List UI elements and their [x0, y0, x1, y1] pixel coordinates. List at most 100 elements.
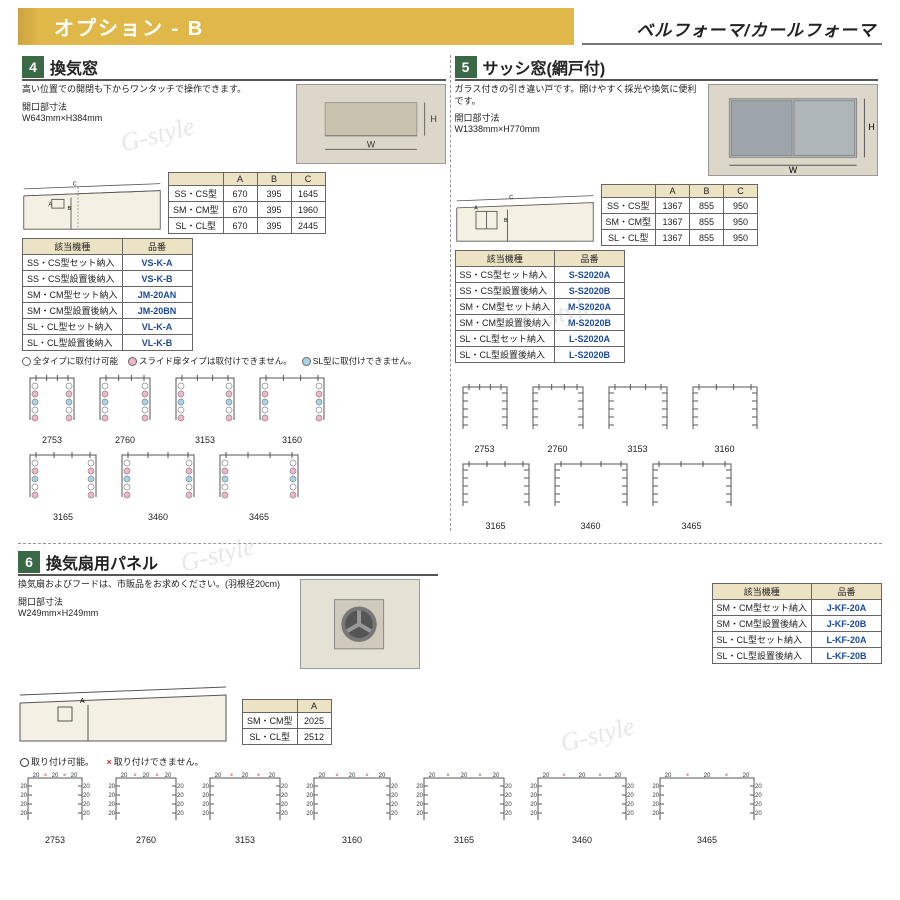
- svg-text:W: W: [366, 139, 375, 149]
- svg-text:20: 20: [530, 793, 537, 799]
- svg-text:20: 20: [704, 773, 711, 779]
- svg-text:20: 20: [652, 784, 659, 790]
- section-5-number: 5: [455, 56, 477, 78]
- plan-diagram: 2753: [455, 381, 515, 454]
- svg-text:20: 20: [627, 784, 634, 790]
- svg-text:20: 20: [281, 793, 288, 799]
- svg-text:20: 20: [83, 811, 90, 817]
- table-row: SS・CS型1367855950: [601, 198, 758, 214]
- svg-text:×: ×: [446, 773, 450, 779]
- section-5-plans-row2: 316534603465: [455, 458, 879, 531]
- svg-text:20: 20: [242, 773, 249, 779]
- table-row: SL・CL型セット納入VL-K-A: [23, 319, 193, 335]
- table-header: A: [297, 700, 331, 713]
- svg-text:20: 20: [416, 784, 423, 790]
- svg-text:20: 20: [429, 773, 436, 779]
- svg-text:20: 20: [165, 773, 172, 779]
- plan-diagram: 3465: [645, 458, 739, 531]
- svg-text:20: 20: [71, 773, 78, 779]
- table-row: SM・CM型セット納入JM-20AN: [23, 287, 193, 303]
- section-4-legend: 全タイプに取付け可能 スライド扉タイプは取付けできません。 SL型に取付けできま…: [22, 355, 446, 368]
- svg-text:W: W: [789, 165, 798, 175]
- section-6-dim-value: W249mm×H249mm: [18, 608, 290, 618]
- table-row: SM・CM型2025: [243, 713, 332, 729]
- section-6-a-table: ASM・CM型2025SL・CL型2512: [242, 699, 332, 745]
- plan-diagram: 2760: [92, 372, 158, 445]
- svg-text:20: 20: [416, 793, 423, 799]
- table-row: SS・CS型セット納入VS-K-A: [23, 255, 193, 271]
- svg-text:20: 20: [306, 793, 313, 799]
- plan-diagram: 3165: [455, 458, 537, 531]
- svg-text:20: 20: [391, 802, 398, 808]
- table-row: SL・CL型設置後納入L-KF-20B: [712, 648, 882, 664]
- table-row: SM・CM型1367855950: [601, 214, 758, 230]
- svg-text:20: 20: [379, 773, 386, 779]
- section-4-partno-table: 該当機種品番SS・CS型セット納入VS-K-ASS・CS型設置後納入VS-K-B…: [22, 238, 193, 351]
- svg-text:20: 20: [306, 784, 313, 790]
- table-row: SM・CM型6703951960: [169, 202, 326, 218]
- plan-diagram: 2753: [22, 372, 82, 445]
- table-row: SM・CM型設置後納入J-KF-20B: [712, 616, 882, 632]
- svg-text:20: 20: [743, 773, 750, 779]
- svg-text:20: 20: [143, 773, 150, 779]
- plan-diagram: 20×20×2020202020202020202753: [18, 770, 92, 845]
- table-header: A: [656, 185, 690, 198]
- table-row: SS・CS型設置後納入VS-K-B: [23, 271, 193, 287]
- svg-text:20: 20: [505, 811, 512, 817]
- svg-text:20: 20: [20, 811, 27, 817]
- plan-diagram: 3465: [212, 449, 306, 522]
- section-4-shed-drawing: A C B: [22, 170, 162, 234]
- section-4: 4 換気窓 高い位置での開閉も下からワンタッチで操作できます。 開口部寸法 W6…: [18, 55, 450, 531]
- section-6-desc: 換気扇およびフードは、市販品をお求めください。(羽根径20cm): [18, 579, 290, 591]
- svg-text:20: 20: [83, 784, 90, 790]
- section-6-legend: 取り付け可能。 ×取り付けできません。: [20, 755, 882, 768]
- section-6-photo: [300, 579, 420, 669]
- section-5-partno-table: 該当機種品番SS・CS型セット納入S-S2020ASS・CS型設置後納入S-S2…: [455, 250, 626, 363]
- svg-text:20: 20: [627, 811, 634, 817]
- section-4-photo: W H: [296, 84, 446, 164]
- svg-text:20: 20: [665, 773, 672, 779]
- svg-text:20: 20: [177, 793, 184, 799]
- table-row: SL・CL型2512: [243, 729, 332, 745]
- section-6-dim-label: 開口部寸法: [18, 595, 290, 608]
- table-header: 品番: [812, 584, 882, 600]
- table-row: SL・CL型設置後納入VL-K-B: [23, 335, 193, 351]
- svg-text:20: 20: [416, 802, 423, 808]
- table-header: C: [291, 173, 325, 186]
- svg-text:×: ×: [478, 773, 482, 779]
- section-4-dim-label: 開口部寸法: [22, 100, 288, 113]
- section-4-desc: 高い位置での開閉も下からワンタッチで操作できます。: [22, 84, 288, 96]
- svg-text:20: 20: [281, 811, 288, 817]
- plan-diagram: 2760: [525, 381, 591, 454]
- table-row: SM・CM型設置後納入M-S2020B: [455, 315, 625, 331]
- section-6-number: 6: [18, 551, 40, 573]
- section-5-dim-value: W1338mm×H770mm: [455, 124, 701, 134]
- svg-text:20: 20: [121, 773, 128, 779]
- svg-text:20: 20: [177, 802, 184, 808]
- svg-text:20: 20: [20, 784, 27, 790]
- plan-diagram: 3153: [168, 372, 242, 445]
- svg-text:×: ×: [686, 773, 690, 779]
- svg-text:20: 20: [627, 793, 634, 799]
- section-5-plans-row1: 2753276031533160: [455, 381, 879, 454]
- svg-text:20: 20: [108, 784, 115, 790]
- table-row: SS・CS型設置後納入S-S2020B: [455, 283, 625, 299]
- svg-text:20: 20: [755, 811, 762, 817]
- svg-text:20: 20: [391, 793, 398, 799]
- svg-text:20: 20: [530, 802, 537, 808]
- svg-text:20: 20: [108, 811, 115, 817]
- table-header: B: [690, 185, 724, 198]
- svg-text:20: 20: [202, 784, 209, 790]
- table-row: SL・CL型セット納入L-KF-20A: [712, 632, 882, 648]
- table-row: SS・CS型6703951645: [169, 186, 326, 202]
- section-6-title: 換気扇用パネル: [46, 550, 158, 574]
- svg-text:×: ×: [335, 773, 339, 779]
- svg-text:20: 20: [83, 793, 90, 799]
- svg-text:×: ×: [257, 773, 261, 779]
- svg-text:20: 20: [281, 802, 288, 808]
- svg-text:20: 20: [755, 784, 762, 790]
- svg-text:A: A: [80, 698, 85, 705]
- svg-text:20: 20: [627, 802, 634, 808]
- svg-text:×: ×: [365, 773, 369, 779]
- svg-text:20: 20: [215, 773, 222, 779]
